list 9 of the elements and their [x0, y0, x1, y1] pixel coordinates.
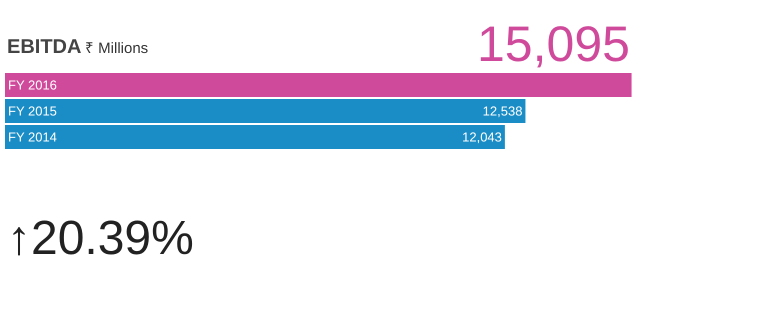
data-label: 15,095 — [477, 16, 630, 72]
text: ↑20.39% — [7, 212, 194, 265]
y-tick-label: FY 2016 — [8, 78, 57, 93]
y-tick-label: FY 2014 — [8, 130, 57, 145]
y-tick-label: FY 2015 — [8, 104, 57, 119]
data-label: 12,538 — [482, 104, 522, 118]
chart-subtitle: ₹ Millions — [85, 40, 148, 57]
data-label: 12,043 — [462, 130, 502, 144]
chart-title: EBITDA — [7, 36, 82, 58]
